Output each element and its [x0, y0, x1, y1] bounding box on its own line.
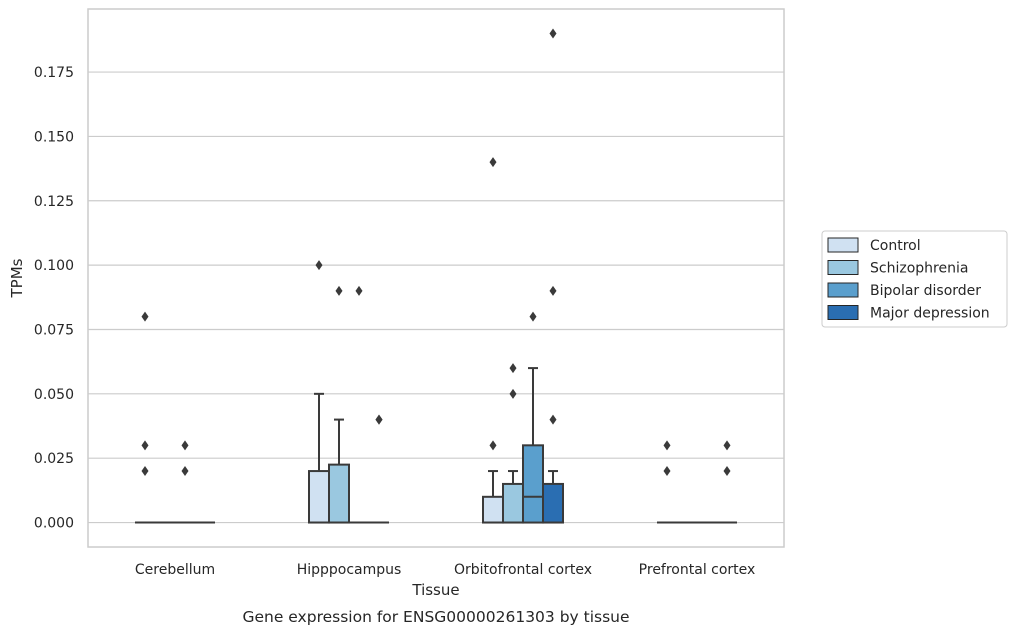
box-body — [522, 444, 544, 524]
legend-swatch — [827, 237, 859, 253]
box-2-3 — [502, 470, 524, 524]
outlier-4-2-2 — [375, 414, 383, 425]
y-tick-label-1: 0.025 — [34, 451, 74, 467]
box-2-2 — [328, 418, 350, 524]
legend-swatch — [827, 305, 859, 320]
outlier-4-3-3 — [549, 414, 557, 425]
y-axis-label: TPMs — [8, 258, 26, 298]
outlier-1-1-1 — [141, 311, 149, 322]
outlier-4-3-1 — [549, 28, 557, 39]
box-4-3 — [542, 470, 564, 524]
legend-swatch — [827, 282, 859, 298]
outlier-3-1-2 — [181, 466, 189, 477]
y-axis-ticks: 0.000 0.025 0.050 0.075 0.100 0.125 0.150 0.175 — [34, 65, 74, 531]
y-tick-label-6: 0.150 — [34, 129, 74, 145]
x-tick-label-2: Orbitofrontal cortex — [454, 562, 592, 578]
outlier-1-3-1 — [489, 157, 497, 168]
legend-label: Schizophrenia — [870, 261, 968, 277]
outlier-3-3-1 — [529, 311, 537, 322]
legend-swatch — [827, 260, 859, 275]
box-body — [308, 470, 330, 524]
legend: Control Schizophrenia Bipolar disorder Majo… — [821, 230, 1008, 328]
box-3-3 — [522, 367, 544, 524]
outlier-4-3-2 — [549, 285, 557, 296]
y-tick-label-5: 0.125 — [34, 194, 74, 210]
outlier-1-1-3 — [141, 466, 149, 477]
plot-frame — [87, 8, 785, 548]
outlier-2-3-2 — [509, 388, 517, 399]
legend-item-2: Schizophrenia — [827, 260, 968, 277]
outlier-1-2-1 — [315, 260, 323, 271]
y-tick-label-7: 0.175 — [34, 65, 74, 81]
legend-label: Major depression — [870, 306, 990, 322]
legend-frame — [821, 230, 1008, 328]
outlier-1-4-2 — [663, 466, 671, 477]
y-tick-label-4: 0.100 — [34, 258, 74, 274]
box-1-3 — [482, 470, 504, 524]
box-body — [542, 482, 564, 524]
outlier-1-1-2 — [141, 440, 149, 451]
legend-item-3: Bipolar disorder — [827, 282, 981, 299]
y-tick-label-2: 0.050 — [34, 387, 74, 403]
x-axis-ticks: Cerebellum Hipppocampus Orbitofrontal cort… — [135, 562, 755, 578]
outlier-3-2-1 — [355, 285, 363, 296]
x-tick-label-3: Prefrontal cortex — [639, 562, 756, 578]
outlier-2-3-1 — [509, 363, 517, 374]
legend-label: Bipolar disorder — [870, 283, 981, 299]
y-tick-label-3: 0.075 — [34, 322, 74, 338]
gridlines — [88, 71, 784, 524]
box-body — [328, 463, 350, 524]
chart-caption: Gene expression for ENSG00000261303 by t… — [242, 608, 629, 626]
outlier-1-3-2 — [489, 440, 497, 451]
legend-item-4: Major depression — [827, 305, 990, 322]
legend-item-1: Control — [827, 237, 921, 254]
outlier-4-4-2 — [723, 466, 731, 477]
outlier-points — [141, 28, 731, 477]
y-tick-label-0: 0.000 — [34, 516, 74, 532]
outlier-4-4-1 — [723, 440, 731, 451]
box-series — [135, 367, 737, 524]
box-body — [482, 495, 504, 524]
outlier-2-2-1 — [335, 285, 343, 296]
x-axis-label: Tissue — [411, 581, 459, 599]
legend-label: Control — [870, 238, 921, 254]
outlier-3-1-1 — [181, 440, 189, 451]
outlier-1-4-1 — [663, 440, 671, 451]
box-body — [502, 482, 524, 524]
x-tick-label-1: Hipppocampus — [297, 562, 402, 578]
x-tick-label-0: Cerebellum — [135, 562, 215, 578]
